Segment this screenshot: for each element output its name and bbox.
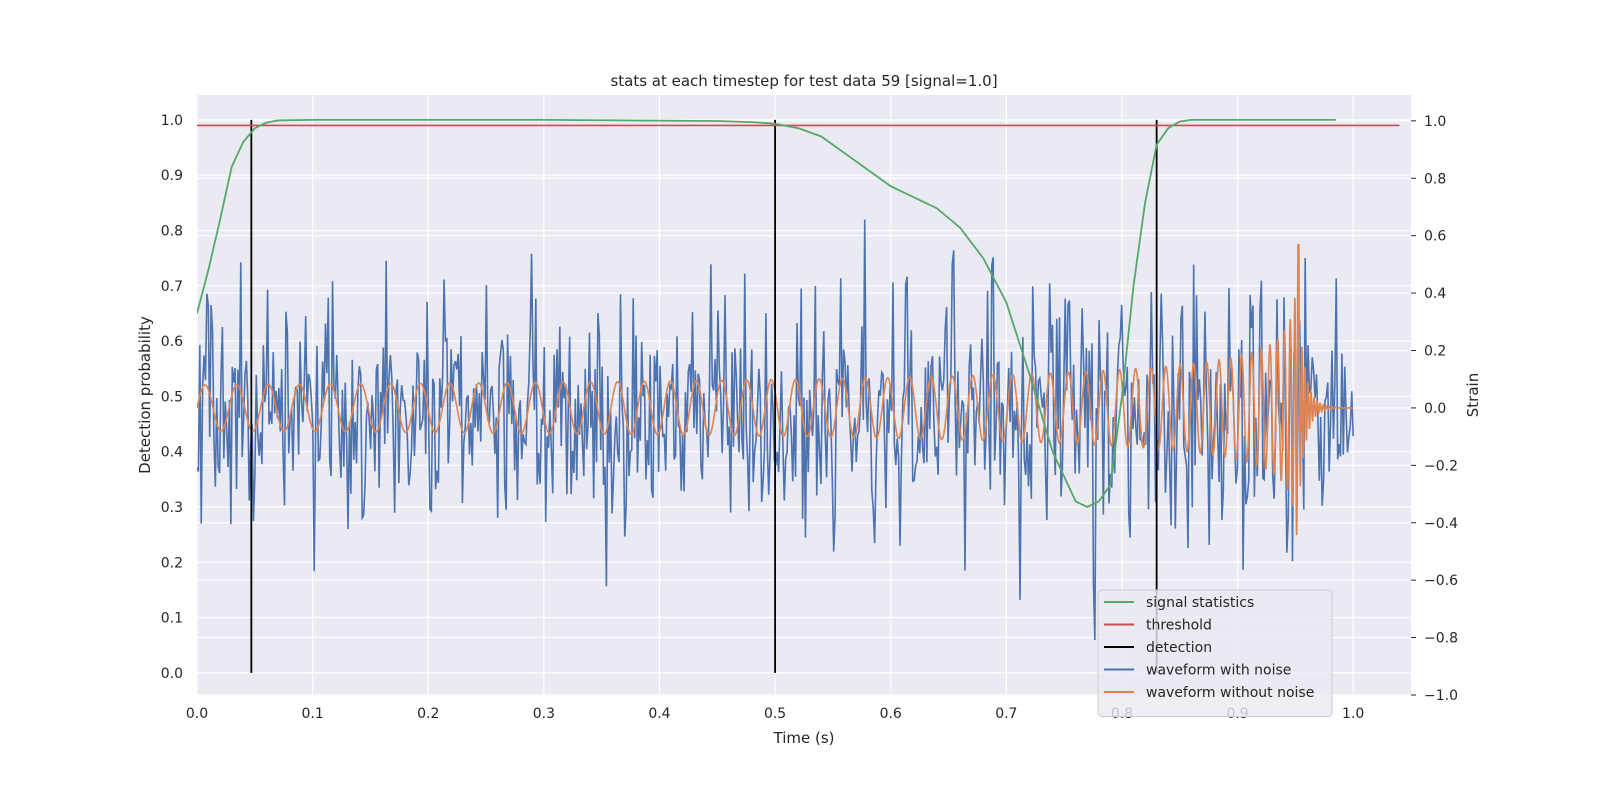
x-tick-label: 1.0 xyxy=(1342,706,1364,722)
legend-frame xyxy=(1097,589,1333,717)
y-left-tick-label: 0.2 xyxy=(161,555,183,571)
legend-label: signal statistics xyxy=(1146,595,1254,611)
y-right-tick-label: −1.0 xyxy=(1424,688,1458,704)
x-tick-label: 0.1 xyxy=(301,706,323,722)
y-left-axis-label: Detection probability xyxy=(136,316,154,474)
y-left-tick-label: 0.7 xyxy=(161,279,183,295)
y-left-tick-label: 0.3 xyxy=(161,500,183,516)
chart-title: stats at each timestep for test data 59 … xyxy=(610,72,997,90)
y-right-tick-label: 1.0 xyxy=(1424,114,1446,130)
y-right-tick-label: 0.8 xyxy=(1424,171,1446,187)
y-left-tick-label: 0.4 xyxy=(161,445,183,461)
y-right-tick-label: 0.6 xyxy=(1424,229,1446,245)
x-tick-label: 0.0 xyxy=(186,706,208,722)
x-tick-label: 0.4 xyxy=(648,706,670,722)
x-tick-label: 0.7 xyxy=(995,706,1017,722)
y-left-tick-label: 0.6 xyxy=(161,334,183,350)
series-signal-statistics xyxy=(197,118,1336,508)
x-axis-ticks: 0.00.10.20.30.40.50.60.70.80.91.0 xyxy=(186,706,1364,722)
x-axis-label: Time (s) xyxy=(773,729,835,747)
y-left-tick-label: 0.9 xyxy=(161,168,183,184)
y-right-axis-ticks: −1.0 −0.8 −0.6 −0.4 −0.2 0.0 0.2 0.4 0.6 0.8 1.0 xyxy=(1411,114,1458,704)
series-detection xyxy=(250,119,1158,673)
y-right-tick-label: −0.4 xyxy=(1424,516,1458,532)
y-left-tick-label: 0.0 xyxy=(161,666,183,682)
y-left-tick-label: 1.0 xyxy=(161,113,183,129)
legend-label: detection xyxy=(1146,640,1212,656)
x-tick-label: 0.6 xyxy=(880,706,902,722)
y-right-axis-label: Strain xyxy=(1464,373,1482,417)
y-right-tick-label: −0.6 xyxy=(1424,573,1458,589)
y-right-tick-label: 0.2 xyxy=(1424,344,1446,360)
legend-label: waveform with noise xyxy=(1146,663,1291,679)
y-right-tick-label: 0.4 xyxy=(1424,286,1446,302)
y-left-tick-label: 0.5 xyxy=(161,389,183,405)
y-right-tick-label: 0.0 xyxy=(1424,401,1446,417)
legend: signal statistics threshold detection wavef… xyxy=(1097,589,1333,717)
y-left-tick-label: 0.1 xyxy=(161,611,183,627)
y-right-tick-label: −0.8 xyxy=(1424,631,1458,647)
legend-label: threshold xyxy=(1146,618,1212,634)
legend-label: waveform without noise xyxy=(1146,685,1314,701)
y-left-axis-ticks: 0.0 0.1 0.2 0.3 0.4 0.5 0.6 0.7 0.8 0.9 1.0 xyxy=(161,113,183,682)
x-tick-label: 0.3 xyxy=(533,706,555,722)
y-right-tick-label: −0.2 xyxy=(1424,458,1458,474)
y-left-tick-label: 0.8 xyxy=(161,223,183,239)
x-tick-label: 0.2 xyxy=(417,706,439,722)
signal-statistics-line xyxy=(197,118,1336,508)
x-tick-label: 0.5 xyxy=(764,706,786,722)
